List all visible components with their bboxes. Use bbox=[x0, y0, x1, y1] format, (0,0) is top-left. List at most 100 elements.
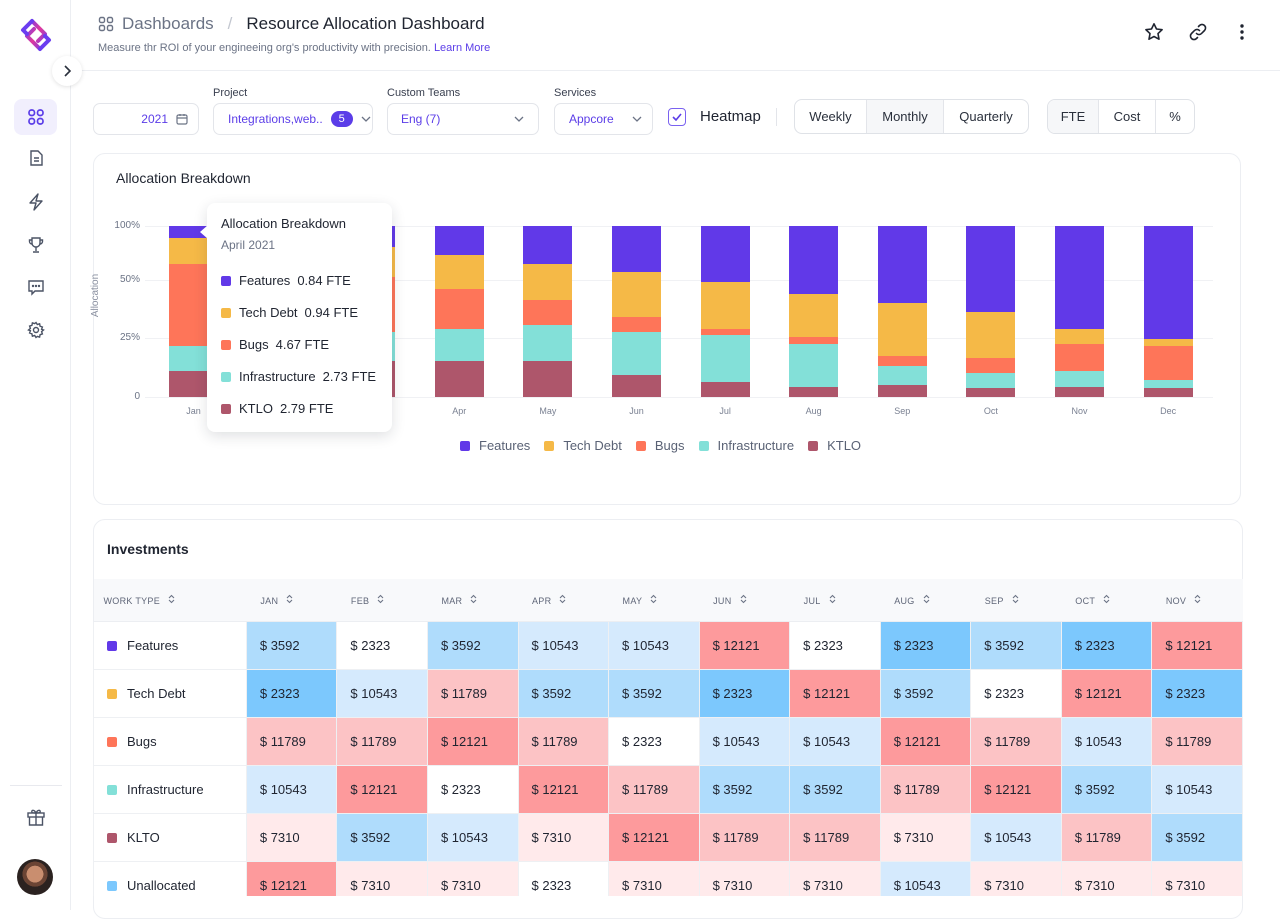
bar-segment-features-aug[interactable] bbox=[789, 226, 839, 295]
bar-segment-tech_debt-may[interactable] bbox=[523, 263, 573, 300]
heatmap-cell[interactable]: $ 7310 bbox=[245, 812, 338, 862]
heatmap-cell[interactable]: $ 3592 bbox=[245, 620, 338, 670]
heatmap-cell[interactable]: $ 11789 bbox=[426, 668, 519, 718]
heatmap-cell[interactable]: $ 3592 bbox=[789, 764, 881, 814]
bar-segment-infrastructure-aug[interactable] bbox=[789, 343, 839, 387]
column-header-oct[interactable]: OCT bbox=[1061, 579, 1152, 622]
heatmap-cell[interactable]: $ 7310 bbox=[336, 860, 428, 896]
bar-segment-ktlo-jun[interactable] bbox=[612, 374, 661, 397]
column-header-feb[interactable]: FEB bbox=[336, 579, 428, 622]
services-select[interactable]: Appcore bbox=[554, 103, 653, 135]
heatmap-cell[interactable]: $ 12121 bbox=[245, 860, 338, 896]
heatmap-cell[interactable]: $ 11789 bbox=[1151, 716, 1243, 766]
bar-segment-bugs-jun[interactable] bbox=[612, 316, 661, 332]
heatmap-cell[interactable]: $ 12121 bbox=[879, 716, 972, 766]
sort-icon[interactable] bbox=[286, 594, 293, 606]
bar-segment-features-jan[interactable] bbox=[169, 226, 218, 238]
heatmap-cell[interactable]: $ 12121 bbox=[608, 812, 700, 862]
user-avatar[interactable] bbox=[17, 859, 53, 895]
favorite-button[interactable] bbox=[1142, 20, 1166, 44]
bar-segment-infrastructure-jun[interactable] bbox=[612, 332, 661, 375]
bar-segment-ktlo-apr[interactable] bbox=[434, 361, 484, 397]
bar-segment-ktlo-oct[interactable] bbox=[966, 388, 1016, 397]
bar-segment-tech_debt-aug[interactable] bbox=[789, 294, 839, 338]
heatmap-cell[interactable]: $ 11789 bbox=[698, 812, 791, 862]
heatmap-cell[interactable]: $ 12121 bbox=[1060, 668, 1153, 718]
bar-segment-features-dec[interactable] bbox=[1143, 226, 1193, 339]
heatmap-cell[interactable]: $ 11789 bbox=[336, 716, 428, 766]
heatmap-cell[interactable]: $ 11789 bbox=[970, 716, 1062, 766]
bar-segment-features-jul[interactable] bbox=[700, 226, 750, 283]
bar-segment-ktlo-dec[interactable] bbox=[1143, 388, 1193, 397]
column-header-apr[interactable]: APR bbox=[518, 579, 609, 622]
legend-item-features[interactable]: Features bbox=[460, 438, 530, 453]
sort-icon[interactable] bbox=[470, 594, 477, 606]
breadcrumb-dashboards-link[interactable]: Dashboards bbox=[122, 14, 214, 33]
heatmap-cell[interactable]: $ 2323 bbox=[970, 668, 1062, 718]
heatmap-cell[interactable]: $ 3592 bbox=[1151, 812, 1243, 862]
heatmap-cell[interactable]: $ 7310 bbox=[1151, 860, 1243, 896]
bar-segment-features-jun[interactable] bbox=[612, 226, 661, 273]
heatmap-cell[interactable]: $ 2323 bbox=[245, 668, 338, 718]
sort-icon[interactable] bbox=[168, 594, 175, 606]
heatmap-cell[interactable]: $ 11789 bbox=[608, 764, 700, 814]
heatmap-cell[interactable]: $ 2323 bbox=[517, 860, 610, 896]
sidebar-expand-button[interactable] bbox=[52, 56, 82, 86]
heatmap-cell[interactable]: $ 3592 bbox=[1060, 764, 1153, 814]
more-options-button[interactable] bbox=[1230, 20, 1254, 44]
sidebar-item-settings[interactable] bbox=[14, 312, 57, 348]
column-header-jun[interactable]: JUN bbox=[699, 579, 790, 622]
column-header-mar[interactable]: MAR bbox=[427, 579, 518, 622]
heatmap-cell[interactable]: $ 10543 bbox=[245, 764, 338, 814]
heatmap-cell[interactable]: $ 2323 bbox=[698, 668, 791, 718]
bar-segment-tech_debt-sep[interactable] bbox=[877, 302, 927, 356]
heatmap-cell[interactable]: $ 7310 bbox=[789, 860, 881, 896]
legend-item-infrastructure[interactable]: Infrastructure bbox=[698, 438, 794, 453]
bar-segment-features-may[interactable] bbox=[523, 226, 573, 264]
heatmap-cell[interactable]: $ 10543 bbox=[879, 860, 972, 896]
column-header-jul[interactable]: JUL bbox=[789, 579, 881, 622]
heatmap-cell[interactable]: $ 2323 bbox=[608, 716, 700, 766]
heatmap-cell[interactable]: $ 12121 bbox=[789, 668, 881, 718]
heatmap-cell[interactable]: $ 11789 bbox=[789, 812, 881, 862]
heatmap-cell[interactable]: $ 10543 bbox=[1060, 716, 1153, 766]
heatmap-checkbox[interactable] bbox=[668, 108, 686, 126]
sidebar-item-goals[interactable] bbox=[14, 227, 57, 263]
bar-segment-bugs-jul[interactable] bbox=[700, 328, 750, 336]
heatmap-cell[interactable]: $ 10543 bbox=[1151, 764, 1243, 814]
bar-segment-bugs-dec[interactable] bbox=[1143, 345, 1193, 380]
sort-icon[interactable] bbox=[923, 594, 930, 606]
bar-segment-infrastructure-sep[interactable] bbox=[877, 366, 927, 386]
sidebar-item-activity[interactable] bbox=[14, 184, 57, 220]
app-logo[interactable] bbox=[18, 16, 54, 54]
unit-fte[interactable]: FTE bbox=[1048, 100, 1099, 133]
bar-segment-bugs-apr[interactable] bbox=[434, 289, 484, 329]
bar-segment-ktlo-jul[interactable] bbox=[700, 381, 750, 397]
legend-item-bugs[interactable]: Bugs bbox=[635, 438, 685, 453]
heatmap-cell[interactable]: $ 2323 bbox=[1060, 620, 1153, 670]
heatmap-cell[interactable]: $ 7310 bbox=[517, 812, 610, 862]
heatmap-cell[interactable]: $ 2323 bbox=[789, 620, 881, 670]
bar-segment-ktlo-may[interactable] bbox=[523, 361, 573, 397]
heatmap-cell[interactable]: $ 7310 bbox=[879, 812, 972, 862]
sidebar-item-dashboards[interactable] bbox=[14, 99, 57, 135]
column-header-jan[interactable]: JAN bbox=[246, 579, 337, 622]
heatmap-cell[interactable]: $ 2323 bbox=[426, 764, 519, 814]
heatmap-cell[interactable]: $ 12121 bbox=[970, 764, 1062, 814]
bar-segment-tech_debt-apr[interactable] bbox=[434, 255, 484, 290]
sort-icon[interactable] bbox=[559, 594, 566, 606]
heatmap-cell[interactable]: $ 10543 bbox=[789, 716, 881, 766]
period-weekly[interactable]: Weekly bbox=[795, 100, 867, 133]
column-header-work-type[interactable]: WORK TYPE bbox=[93, 579, 247, 622]
project-select[interactable]: Integrations,web.. 5 bbox=[213, 103, 373, 135]
heatmap-cell[interactable]: $ 11789 bbox=[245, 716, 338, 766]
bar-segment-infrastructure-oct[interactable] bbox=[966, 373, 1016, 389]
heatmap-cell[interactable]: $ 2323 bbox=[1151, 668, 1243, 718]
sort-icon[interactable] bbox=[650, 594, 657, 606]
bar-segment-infrastructure-nov[interactable] bbox=[1055, 371, 1104, 387]
bar-segment-features-sep[interactable] bbox=[877, 226, 927, 303]
bar-segment-infrastructure-dec[interactable] bbox=[1143, 379, 1193, 389]
heatmap-cell[interactable]: $ 7310 bbox=[698, 860, 791, 896]
heatmap-cell[interactable]: $ 7310 bbox=[426, 860, 519, 896]
heatmap-cell[interactable]: $ 3592 bbox=[426, 620, 519, 670]
